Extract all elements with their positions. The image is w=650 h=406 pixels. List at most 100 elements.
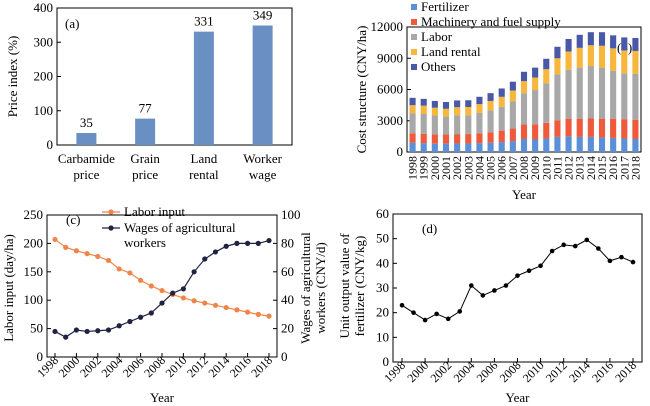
panel-c-y-axis-label: Labor input (day/ha) <box>1 234 16 342</box>
panel-c-series-point <box>266 237 272 244</box>
panel-b-x-tick-label: 2010 <box>539 156 553 180</box>
panel-d-series-line <box>401 239 634 321</box>
panel-b-bar-segment <box>554 120 561 137</box>
panel-c-series-point <box>180 295 186 301</box>
panel-d-frame <box>392 213 643 363</box>
panel-b-bar-segment <box>621 138 628 152</box>
panel-d-series-point <box>457 309 463 314</box>
panel-a-category-label-line: price <box>132 167 158 182</box>
panel-b-bar-segment <box>420 113 427 134</box>
panel-c-series-point <box>84 328 90 335</box>
panel-b-bar-segment <box>587 32 594 46</box>
panel-b-y-tick-label: 6000 <box>377 82 403 97</box>
panel-b-bar-segment <box>565 118 572 137</box>
panel-c-y-tick-label: 250 <box>24 207 44 222</box>
panel-b-bar-segment <box>487 132 494 143</box>
panel-d-y-tick-label: 20 <box>376 305 389 320</box>
panel-d-y-tick-label: 10 <box>376 329 389 344</box>
panel-c-series-point <box>105 327 112 333</box>
panel-b-bar-segment <box>554 58 561 75</box>
panel-b-bar-segment <box>610 70 617 119</box>
panel-c-legend-marker <box>108 209 114 215</box>
panel-b-x-tick-label: 2005 <box>484 156 498 180</box>
panel-d-series-point <box>549 248 555 254</box>
panel-d-series-point <box>538 263 543 269</box>
panel-d-series-point <box>492 288 497 293</box>
panel-b-bar-segment <box>442 108 450 117</box>
panel-b-bar-segment <box>554 74 561 121</box>
panel-b-bar-segment <box>442 116 450 135</box>
panel-a-y-axis-label: Price index (%) <box>5 36 20 118</box>
panel-b-bar-segment <box>576 136 583 152</box>
panel-b-bar-segment <box>621 119 628 139</box>
panel-b-bar-segment <box>487 142 494 152</box>
panel-d-y-label-text: Unit output value offertilizer (CNY/kg) <box>337 233 367 339</box>
panel-c-series-point <box>148 310 154 316</box>
panel-b-x-tick-label: 2009 <box>528 156 542 180</box>
panel-a-category-label-line: Land <box>191 151 218 166</box>
panel-b-bar-segment <box>420 143 427 152</box>
panel-b-bar-segment <box>409 97 416 106</box>
panel-a-bars: 35 77 331 349 <box>76 7 273 146</box>
panel-c-series-point <box>245 309 251 315</box>
panel-d-series-point <box>399 302 405 308</box>
panel-b-bar-segment <box>543 83 550 123</box>
panel-b-bar-segment <box>543 69 550 84</box>
panel-c-y-tick-label: 100 <box>24 292 44 307</box>
panel-c-series-point <box>116 266 122 272</box>
panel-d-y-tick-label: 30 <box>376 280 389 295</box>
panel-c-axes: 0501001502002500204060801001998200020022… <box>24 207 301 380</box>
panel-c-series-point <box>73 327 79 333</box>
panel-b-legend-label: Land rental <box>421 44 481 59</box>
panel-b-bar-segment <box>543 122 550 139</box>
panel-b-bar-segment <box>543 58 550 70</box>
panel-c-series-point <box>95 328 101 334</box>
panel-b-bar-segment <box>476 96 483 105</box>
panel-b-bar-segment <box>487 93 494 101</box>
panel-b-bar-segment <box>420 98 427 106</box>
panel-c-series-point <box>138 277 144 283</box>
panel-b-bar-segment <box>520 138 528 152</box>
panel-b-bar-segment <box>565 69 572 119</box>
panel-c-y2-tick-label: 40 <box>281 292 294 307</box>
panel-b-bar-segment <box>576 118 583 137</box>
panel-c-y-tick-label: 150 <box>24 264 44 279</box>
panel-c-y2-label-text-line-2: workers (CNY/d) <box>313 242 328 333</box>
panel-b-legend-label: Fertilizer <box>421 0 469 14</box>
panel-b-bar-segment <box>498 142 505 152</box>
panel-a-value-label: 77 <box>139 101 153 116</box>
panel-a-y-tick-label: 200 <box>34 69 54 84</box>
panel-b-bar-segment <box>454 143 461 152</box>
panel-c-y2-axis-label: Wages of agriculturalworkers (CNY/d) <box>298 232 328 344</box>
panel-c-y2-label-text: Wages of agriculturalworkers (CNY/d) <box>298 232 328 344</box>
panel-b-bar-segment <box>509 101 516 129</box>
panel-b-bar-segment <box>454 100 461 108</box>
panel-c-series-point <box>266 313 272 319</box>
panel-c-series-point <box>63 334 69 340</box>
panel-b-bar-segment <box>442 102 450 109</box>
panel-b-x-tick-label: 2003 <box>461 156 475 180</box>
panel-c-legend-label: Labor input <box>124 204 185 219</box>
panel-c-y-tick-label: 0 <box>37 349 44 364</box>
panel-a-category-label-line: wage <box>249 167 277 182</box>
panel-b-bar-segment <box>532 90 539 125</box>
panel-b-bar-segment <box>454 134 461 144</box>
panel-a-category-label-line: price <box>73 167 99 182</box>
panel-c-y2-label-text-line-1: Wages of agricultural <box>298 232 313 344</box>
panel-c-x-axis-label: Year <box>150 390 175 405</box>
panel-c-series-point <box>159 287 165 294</box>
panel-b-x-tick-label: 2011 <box>550 156 564 180</box>
panel-d-series-point <box>572 243 578 249</box>
panel-c-series-point <box>63 244 69 250</box>
panel-b-bar-segment <box>587 66 594 119</box>
panel-c-series-point <box>52 236 58 243</box>
panel-a-label: (a) <box>65 16 79 31</box>
panel-b-bar-segment <box>465 107 472 116</box>
panel-b-bar-segment <box>476 112 483 134</box>
panel-b-bar-segment <box>554 46 561 59</box>
panel-d-series-point <box>561 242 566 248</box>
